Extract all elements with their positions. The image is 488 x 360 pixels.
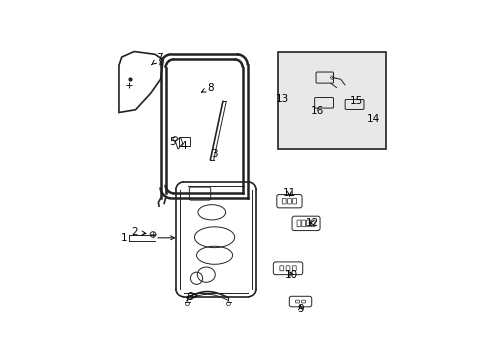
FancyBboxPatch shape bbox=[278, 51, 386, 149]
Text: 3: 3 bbox=[211, 149, 218, 159]
Text: 4: 4 bbox=[181, 141, 187, 151]
Text: 10: 10 bbox=[285, 270, 298, 280]
Text: 11: 11 bbox=[282, 188, 295, 198]
Text: 5: 5 bbox=[169, 136, 176, 147]
Text: 13: 13 bbox=[275, 94, 288, 104]
Text: 8: 8 bbox=[201, 82, 213, 93]
Text: 1: 1 bbox=[121, 233, 127, 243]
Bar bbox=[178, 138, 189, 146]
Text: 12: 12 bbox=[305, 218, 318, 228]
Text: 7: 7 bbox=[151, 53, 163, 65]
Text: 16: 16 bbox=[310, 105, 324, 116]
Text: 9: 9 bbox=[297, 304, 303, 314]
Text: 2: 2 bbox=[131, 227, 145, 237]
Text: 6: 6 bbox=[185, 292, 198, 302]
Text: 15: 15 bbox=[348, 96, 362, 106]
Text: 14: 14 bbox=[366, 114, 380, 125]
